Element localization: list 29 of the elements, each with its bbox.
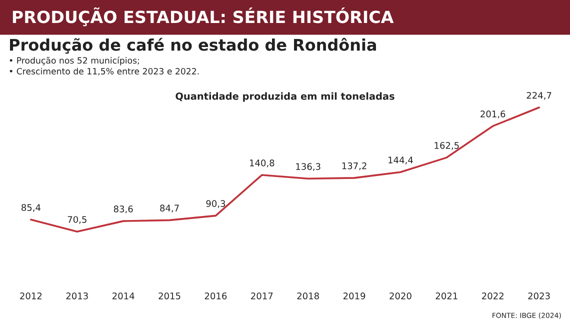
x-tick-label: 2016 [204, 292, 227, 300]
data-label: 83,6 [114, 206, 133, 214]
x-tick-label: 2014 [112, 292, 134, 300]
x-tick-label: 2020 [390, 292, 412, 300]
data-label: 84,7 [160, 204, 179, 212]
data-label: 140,8 [250, 160, 274, 168]
text: • Crescimento de 11,5% entre 2023 e 2022. [10, 68, 199, 76]
data-label: 144,4 [388, 156, 413, 164]
data-label: 85,4 [22, 204, 40, 212]
chart-title: PRODUÇÃO ESTADUAL: SÉRIE HISTÓRICA [12, 7, 394, 26]
x-tick-label: 2019 [343, 292, 366, 300]
x-tick-label: 2022 [482, 292, 504, 300]
x-tick-label: 2012 [20, 292, 42, 300]
text: Quantidade produzida em mil toneladas [176, 92, 394, 102]
x-tick-label: 2017 [251, 292, 273, 300]
data-label: 70,5 [68, 216, 86, 224]
x-tick-label: 2023 [528, 292, 550, 300]
text: • Produção nos 52 municípios; [10, 56, 139, 66]
chart-subtitle: Produção de café no estado de Rondônia [10, 38, 376, 54]
x-tick-label: 2018 [297, 292, 319, 300]
data-label: 201,6 [480, 110, 506, 118]
x-tick-label: 2021 [436, 292, 458, 300]
data-label: 224,7 [526, 92, 552, 100]
x-tick-label: 2013 [66, 292, 88, 300]
data-label: 162,5 [434, 142, 459, 150]
x-tick-label: 2015 [158, 292, 180, 300]
data-label: 137,2 [342, 162, 366, 170]
data-label: 90,3 [206, 200, 226, 208]
data-label: 136,3 [296, 163, 320, 171]
